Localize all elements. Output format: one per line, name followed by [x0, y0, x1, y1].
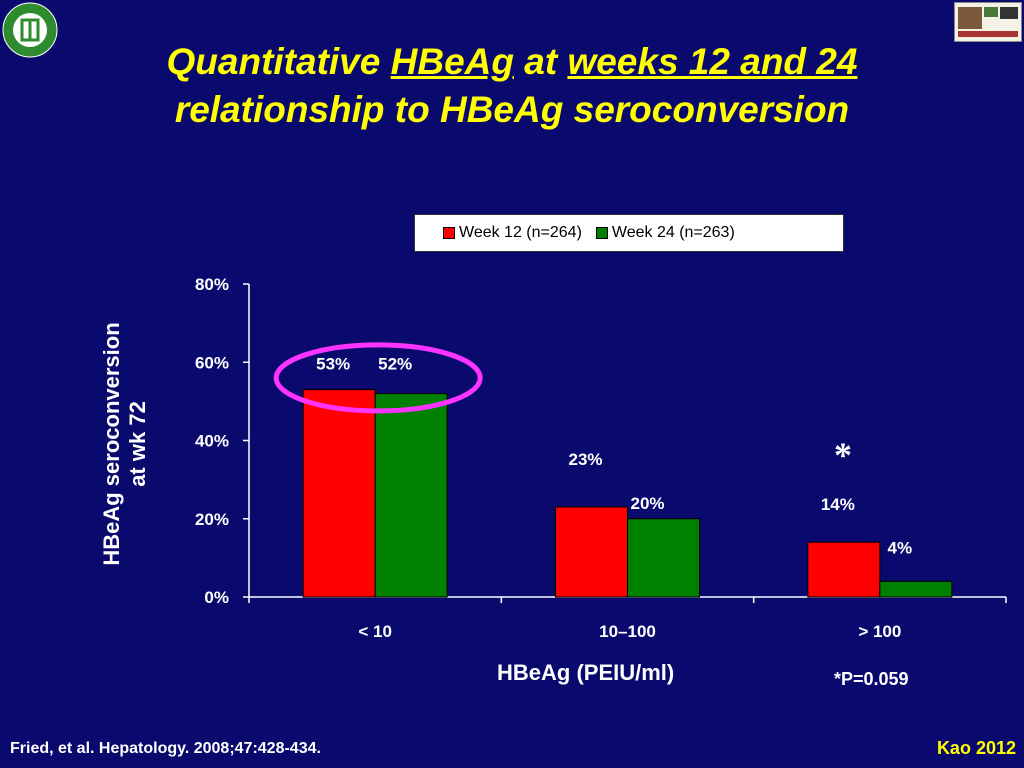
x-tick-label: 10–100: [599, 622, 656, 641]
legend-item-week24: Week 24 (n=263): [595, 224, 735, 242]
title-text-a: Quantitative: [166, 41, 391, 82]
x-axis-label: HBeAg (PEIU/ml): [497, 660, 675, 685]
bar: [879, 580, 953, 598]
slide-title: Quantitative HBeAg at weeks 12 and 24 re…: [0, 38, 1024, 134]
title-line-2: relationship to HBeAg seroconversion: [174, 89, 850, 130]
data-label: 20%: [630, 494, 664, 513]
p-value-note: *P=0.059: [834, 669, 909, 689]
x-tick-label: > 100: [858, 622, 901, 641]
title-line-1: Quantitative HBeAg at weeks 12 and 24: [0, 38, 1024, 86]
author-credit: Kao 2012: [936, 738, 1016, 758]
school-seal-icon: [2, 2, 58, 58]
legend-item-week12: Week 12 (n=264): [443, 224, 582, 242]
highlight-circle: [273, 342, 483, 414]
y-axis-label-line1: HBeAg seroconversion: [99, 322, 124, 566]
y-axis-label: HBeAg seroconversion at wk 72: [99, 322, 151, 565]
y-axis-label-line2: at wk 72: [125, 401, 150, 487]
significance-star: *: [834, 435, 852, 475]
y-tick-label: 80%: [195, 275, 229, 294]
title-text-b: HBeAg: [390, 41, 514, 82]
legend-swatch-week24: [595, 227, 608, 239]
title-text-d: weeks 12 and 24: [567, 41, 858, 82]
title-text-c: at: [513, 41, 568, 82]
legend-swatch-week12: [443, 227, 455, 239]
y-tick-label: 60%: [195, 353, 229, 372]
legend-label-week12: Week 12 (n=264): [459, 224, 582, 241]
citation: Fried, et al. Hepatology. 2008;47:428-43…: [10, 740, 321, 757]
y-tick-label: 40%: [195, 432, 229, 451]
data-label: 52%: [378, 355, 412, 374]
y-tick-label: 0%: [204, 588, 229, 607]
data-label: 4%: [888, 538, 913, 557]
bar: [807, 541, 881, 598]
bar: [627, 518, 700, 598]
bar: [302, 389, 376, 598]
data-label: 23%: [568, 450, 602, 469]
y-tick-label: 20%: [195, 510, 229, 529]
data-label: 14%: [821, 495, 855, 514]
legend-label-week24: Week 24 (n=263): [611, 224, 735, 241]
bar: [374, 393, 448, 598]
chart-legend: Week 12 (n=264) Week 24 (n=263): [414, 214, 844, 252]
data-label: 53%: [316, 355, 350, 374]
ntuh-liver-center-logo: [954, 2, 1022, 42]
x-tick-label: < 10: [358, 622, 392, 641]
bar: [555, 506, 628, 598]
